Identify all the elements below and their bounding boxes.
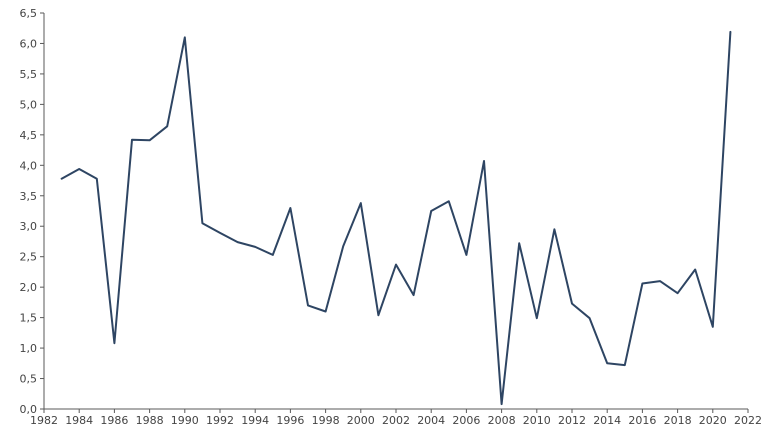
y-tick-label: 2,5 [20,251,38,264]
x-tick-label: 1986 [100,414,128,427]
x-tick-label: 2022 [734,414,762,427]
y-tick-label: 0,5 [20,373,38,386]
x-tick-label: 2006 [452,414,480,427]
series-layer [60,30,732,406]
y-tick-label: 6,0 [20,37,38,50]
y-tick-label: 2,0 [20,281,38,294]
x-tick-label: 2000 [347,414,375,427]
x-tick-label: 1998 [312,414,340,427]
x-tick-label: 1994 [241,414,269,427]
x-tick-label: 1984 [65,414,93,427]
x-tick-label: 2004 [417,414,445,427]
x-tick-label: 2012 [558,414,586,427]
series-line [60,30,732,406]
x-tick-label: 2020 [699,414,727,427]
x-axis: 1982 1984 1986 1988 1990 1992 1994 1996 1998 2000… [30,408,762,427]
y-tick-label: 3,5 [20,190,38,203]
x-tick-label: 2016 [628,414,656,427]
x-tick-label: 1988 [136,414,164,427]
y-tick-label: 4,0 [20,159,38,172]
y-tick-label: 1,5 [20,312,38,325]
x-tick-label: 1990 [171,414,199,427]
x-tick-label: 1982 [30,414,58,427]
y-tick-label: 5,0 [20,98,38,111]
y-tick-label: 5,5 [20,68,38,81]
y-tick-label: 4,5 [20,129,38,142]
x-tick-label: 1996 [276,414,304,427]
y-axis: 0,0 0,5 1,0 1,5 2,0 2,5 3,0 3,5 4,0 4,5 5,0 5,5 6,0 6… [20,7,45,416]
y-tick-label: 0,0 [20,403,38,416]
x-tick-label: 2008 [488,414,516,427]
y-tick-label: 3,0 [20,220,38,233]
y-tick-label: 6,5 [20,7,38,20]
x-tick-label: 2002 [382,414,410,427]
x-tick-label: 1992 [206,414,234,427]
x-tick-label: 2018 [664,414,692,427]
x-tick-label: 2014 [593,414,621,427]
x-tick-label: 2010 [523,414,551,427]
y-tick-label: 1,0 [20,342,38,355]
